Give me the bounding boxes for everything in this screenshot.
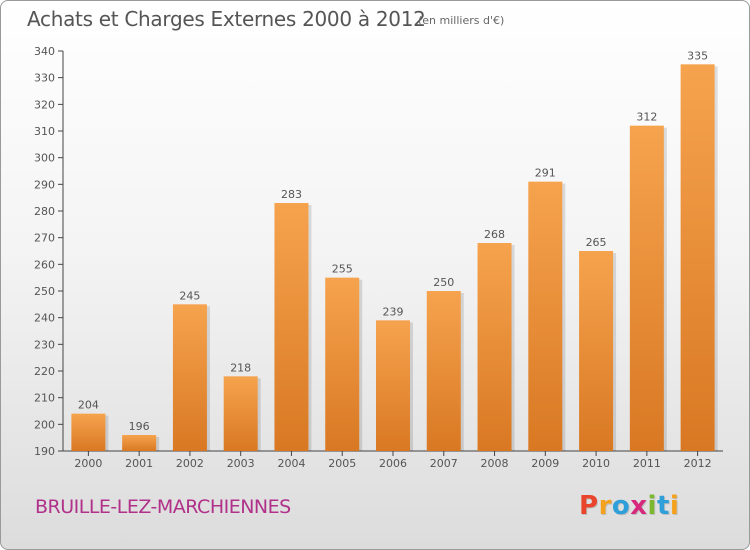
y-axis: 190 200 210 220 230 240 250 260 270 280 290 300 310 3… xyxy=(34,45,64,458)
x-tick-label: 2005 xyxy=(328,457,356,470)
bar-2003 xyxy=(223,376,258,451)
bar-2004 xyxy=(274,203,309,451)
bar-2002 xyxy=(172,304,207,451)
data-label-2005: 255 xyxy=(332,263,353,276)
x-tick-label: 2004 xyxy=(277,457,305,470)
data-label-2003: 218 xyxy=(230,361,251,374)
y-tick-label: 300 xyxy=(34,152,55,165)
x-axis: 2000 2001 2002 2003 2004 2005 2006 2007 2008 2009… xyxy=(63,450,723,470)
y-tick-label: 340 xyxy=(34,45,55,58)
data-label-2012: 335 xyxy=(687,49,708,62)
bar-2012 xyxy=(680,64,715,452)
data-label-2006: 239 xyxy=(383,305,404,318)
y-tick-label: 320 xyxy=(34,98,55,111)
y-tick-label: 220 xyxy=(34,365,55,378)
y-tick-label: 290 xyxy=(34,178,55,191)
x-tick-label: 2011 xyxy=(633,457,661,470)
x-tick-label: 2012 xyxy=(684,457,712,470)
bars xyxy=(71,64,718,452)
bar-2005 xyxy=(325,277,360,451)
chart-subtitle: (en milliers d'€) xyxy=(418,14,505,27)
data-label-2000: 204 xyxy=(78,399,99,412)
x-tick-label: 2003 xyxy=(227,457,255,470)
data-label-2011: 312 xyxy=(636,111,657,124)
x-tick-label: 2009 xyxy=(531,457,559,470)
x-tick-label: 2010 xyxy=(582,457,610,470)
y-tick-label: 210 xyxy=(34,392,55,405)
proxiti-logo[interactable]: Proxiti xyxy=(579,491,679,521)
commune-name: BRUILLE-LEZ-MARCHIENNES xyxy=(35,496,291,518)
logo-letter: x xyxy=(630,491,648,521)
x-tick-label: 2006 xyxy=(379,457,407,470)
logo-letter: o xyxy=(611,491,631,521)
bar-2008 xyxy=(477,243,512,451)
data-label-2001: 196 xyxy=(129,420,150,433)
logo-letter: P xyxy=(579,491,599,521)
bar-2009 xyxy=(528,181,563,451)
x-tick-label: 2001 xyxy=(125,457,153,470)
data-labels: 204 196 245 218 283 255 239 250 268 291 265 312 335 xyxy=(78,49,708,433)
x-tick-label: 2008 xyxy=(481,457,509,470)
logo-letter: t xyxy=(656,491,670,521)
logo-letter: r xyxy=(598,491,612,521)
y-tick-label: 270 xyxy=(34,232,55,245)
y-tick-label: 200 xyxy=(34,418,55,431)
bar-2000 xyxy=(71,413,106,451)
data-label-2010: 265 xyxy=(586,236,607,249)
x-tick-label: 2000 xyxy=(74,457,102,470)
y-tick-label: 260 xyxy=(34,258,55,271)
data-label-2002: 245 xyxy=(179,289,200,302)
bar-2006 xyxy=(376,320,410,451)
logo-letter: i xyxy=(647,491,657,521)
data-label-2009: 291 xyxy=(535,167,556,180)
chart-title: Achats et Charges Externes 2000 à 2012 xyxy=(27,7,426,31)
data-label-2007: 250 xyxy=(433,276,454,289)
y-tick-label: 240 xyxy=(34,312,55,325)
x-tick-label: 2007 xyxy=(430,457,458,470)
y-tick-label: 280 xyxy=(34,205,55,218)
data-label-2004: 283 xyxy=(281,188,302,201)
y-tick-label: 330 xyxy=(34,72,55,85)
bar-2001 xyxy=(122,435,157,451)
bar-2011 xyxy=(629,125,664,452)
bar-2010 xyxy=(579,251,614,451)
logo-letter: i xyxy=(669,491,680,521)
x-tick-label: 2002 xyxy=(176,457,204,470)
y-tick-label: 250 xyxy=(34,285,55,298)
y-tick-label: 190 xyxy=(34,445,55,458)
data-label-2008: 268 xyxy=(484,228,505,241)
bar-2007 xyxy=(426,291,461,451)
y-tick-label: 230 xyxy=(34,338,55,351)
y-tick-label: 310 xyxy=(34,125,55,138)
